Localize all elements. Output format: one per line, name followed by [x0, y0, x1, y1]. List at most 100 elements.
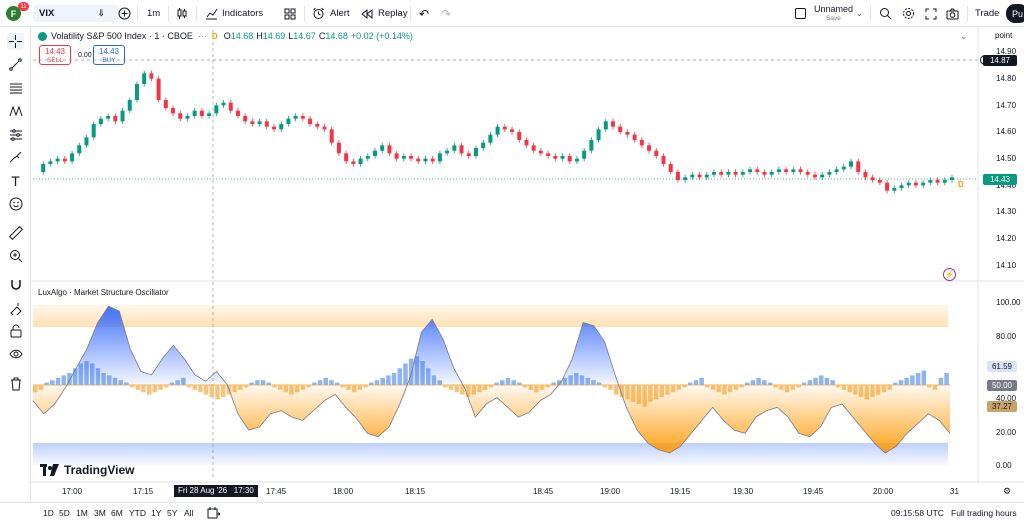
alert-button[interactable]: Alert — [312, 0, 350, 27]
publish-label: Pu — [1012, 8, 1024, 19]
undo-button[interactable]: ↶ — [419, 6, 430, 21]
range-button-6m[interactable]: 6M — [111, 508, 123, 518]
range-button-all[interactable]: All — [184, 508, 194, 518]
price-label: 14.50 — [996, 154, 1017, 163]
trade-button[interactable]: Trade — [975, 8, 1000, 19]
indicators-button[interactable]: Indicators — [205, 0, 263, 27]
oscillator-label: 0.00 — [996, 461, 1012, 470]
lock-drawings-icon[interactable] — [7, 299, 24, 316]
ruler-icon[interactable] — [7, 224, 24, 241]
candle-body — [647, 145, 652, 151]
range-button-3m[interactable]: 3M — [94, 508, 106, 518]
histogram-bar — [744, 382, 750, 385]
crosshair-icon[interactable] — [7, 33, 24, 50]
trend-line-icon[interactable] — [7, 56, 24, 73]
layouts-button[interactable] — [284, 0, 296, 27]
candle-body — [762, 172, 767, 175]
open-label: O — [223, 31, 231, 41]
square-icon — [795, 8, 806, 19]
layout-checkbox[interactable] — [795, 0, 806, 27]
histogram-bar — [602, 385, 608, 388]
layout-menu-chevron-icon[interactable]: ⌄ — [856, 9, 863, 18]
goto-date-icon[interactable] — [207, 507, 221, 521]
candle-body — [921, 182, 926, 186]
histogram-bar — [44, 382, 49, 385]
histogram-bar — [699, 377, 704, 385]
fullscreen-button[interactable] — [925, 0, 937, 27]
candle-body — [502, 126, 507, 130]
range-button-5y[interactable]: 5Y — [167, 508, 178, 518]
candle-body — [127, 100, 132, 111]
sell-button[interactable]: 14.43 SELL — [39, 45, 71, 65]
oscillator-title[interactable]: LuxAlgo · Market Structure Oscillator — [38, 288, 169, 297]
candle-body — [416, 158, 421, 162]
interval-button[interactable]: 1m — [147, 8, 161, 19]
candle-body — [611, 121, 616, 127]
magnet-icon[interactable] — [7, 276, 24, 293]
publish-button[interactable]: Pu — [1006, 4, 1024, 23]
candle-body — [466, 153, 471, 157]
candle-body — [84, 137, 89, 146]
oscillator-label: 80.00 — [996, 332, 1017, 341]
lock-icon[interactable] — [7, 322, 24, 339]
range-button-1y[interactable]: 1Y — [151, 508, 162, 518]
candle-body — [834, 169, 839, 173]
range-button-5d[interactable]: 5D — [59, 508, 70, 518]
trash-icon[interactable] — [7, 375, 24, 392]
eye-icon[interactable] — [7, 345, 24, 362]
candle-body — [913, 182, 918, 186]
histogram-bar — [910, 375, 915, 385]
histogram-bar — [391, 373, 397, 385]
smiley-icon[interactable] — [7, 195, 24, 212]
lightning-icon[interactable]: ⚡ — [943, 268, 956, 281]
range-button-1m[interactable]: 1M — [76, 508, 88, 518]
histogram-bar — [249, 382, 254, 385]
forecasting-icon[interactable] — [7, 126, 24, 143]
series-title[interactable]: Volatility S&P 500 Index · 1 · CBOE — [51, 31, 193, 41]
range-button-ytd[interactable]: YTD — [129, 508, 146, 518]
zoom-in-icon[interactable] — [7, 247, 24, 264]
layout-name-button[interactable]: Unnamed Save — [814, 0, 853, 27]
session-label[interactable]: Full trading hours — [951, 508, 1017, 518]
high-label: H — [256, 31, 263, 41]
alert-label: Alert — [330, 8, 350, 19]
candle-body — [827, 172, 832, 175]
candle-body — [430, 158, 435, 162]
user-avatar[interactable]: F — [6, 6, 21, 21]
snapshot-button[interactable] — [946, 0, 959, 27]
price-chart[interactable] — [0, 27, 1024, 502]
candle-body — [639, 140, 644, 146]
unit-label[interactable]: point — [995, 31, 1013, 40]
clock[interactable]: 09:15:58 UTC — [891, 508, 944, 518]
fib-retracement-icon[interactable] — [7, 80, 24, 97]
histogram-bar — [750, 380, 756, 385]
range-button-1d[interactable]: 1D — [43, 508, 54, 518]
candle-body — [849, 161, 854, 167]
settings-button[interactable] — [902, 0, 915, 27]
candle-body — [690, 174, 695, 178]
more-icon[interactable]: ⋯ — [197, 30, 207, 41]
candle-body — [437, 153, 442, 162]
symbol-search[interactable]: VIX ⇓ — [33, 5, 119, 22]
pattern-icon[interactable] — [7, 103, 24, 120]
change-value: +0.02 (+0.14%) — [350, 31, 413, 41]
quick-search-button[interactable] — [879, 0, 892, 27]
brush-icon[interactable] — [7, 149, 24, 166]
time-label: 18:00 — [333, 487, 354, 496]
collapse-chevron-icon[interactable]: ⌄ — [960, 31, 968, 41]
add-symbol-button[interactable] — [118, 0, 131, 27]
candle-body — [863, 172, 868, 178]
time-settings-icon[interactable]: ⚙ — [1003, 486, 1012, 496]
candle-body — [531, 145, 536, 151]
chart-type-button[interactable] — [176, 0, 188, 27]
replay-button[interactable]: Replay — [361, 0, 408, 27]
candle-body — [185, 116, 190, 119]
oscillator-mid-tag: 50.00 — [987, 380, 1017, 391]
symbol-menu-icon[interactable]: ⇓ — [97, 8, 105, 18]
candle-body — [812, 174, 817, 178]
text-icon[interactable]: T — [11, 172, 20, 189]
redo-button[interactable]: ↷ — [441, 6, 452, 21]
histogram-bar — [334, 382, 340, 385]
buy-button[interactable]: 14.43 BUY — [93, 45, 125, 65]
candle-body — [820, 174, 825, 178]
